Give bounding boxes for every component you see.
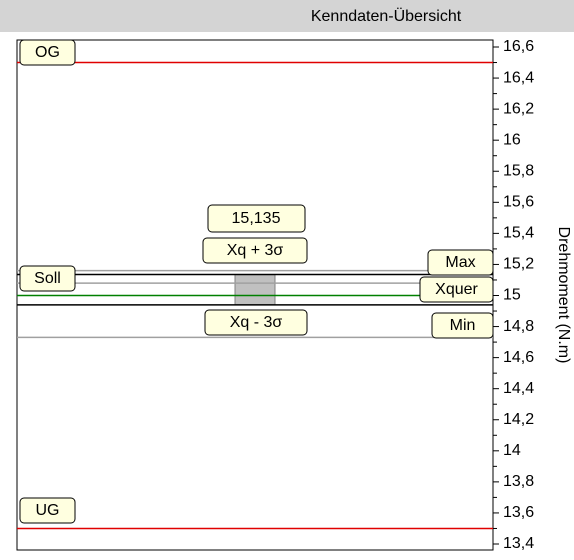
title-bar: [0, 0, 574, 32]
label-box: [202, 237, 308, 264]
y-tick-label: 14,2: [503, 411, 534, 428]
label-box: [204, 309, 308, 336]
y-tick-label: 15: [503, 287, 521, 304]
y-tick-label: 14,8: [503, 318, 534, 335]
y-tick-label: 16: [503, 131, 521, 148]
y-tick-label: 15,6: [503, 194, 534, 211]
sigma-band: [234, 274, 276, 306]
y-tick-label: 15,4: [503, 225, 534, 242]
series-label: Min: [450, 317, 476, 334]
y-tick-label: 13,6: [503, 504, 534, 521]
label-box: [419, 276, 494, 303]
label-box: [19, 265, 76, 292]
label-box: [19, 497, 76, 524]
series-label: UG: [36, 502, 60, 519]
label-box: [431, 312, 494, 339]
series-label: Xq - 3σ: [230, 314, 283, 331]
series-label: Xq + 3σ: [227, 242, 284, 259]
value-label: 15,135: [232, 210, 281, 227]
value-box: [207, 204, 306, 233]
chart-title: Kenndaten-Übersicht: [311, 7, 462, 25]
y-axis-label: Drehmoment (N.m): [555, 227, 572, 364]
series-label: Xquer: [435, 281, 478, 298]
y-tick-label: 16,4: [503, 69, 534, 86]
label-box: [19, 39, 76, 66]
y-tick-label: 14: [503, 442, 521, 459]
y-tick-label: 15,2: [503, 256, 534, 273]
series-label: Soll: [34, 270, 61, 287]
y-tick-label: 14,6: [503, 349, 534, 366]
y-tick-label: 13,8: [503, 473, 534, 490]
y-tick-label: 15,8: [503, 162, 534, 179]
y-tick-label: 14,4: [503, 380, 534, 397]
y-tick-label: 13,4: [503, 535, 534, 552]
series-label: Max: [445, 254, 475, 271]
y-tick-label: 16,6: [503, 38, 534, 55]
y-tick-label: 16,2: [503, 100, 534, 117]
series-label: OG: [35, 44, 60, 61]
label-box: [427, 249, 494, 276]
